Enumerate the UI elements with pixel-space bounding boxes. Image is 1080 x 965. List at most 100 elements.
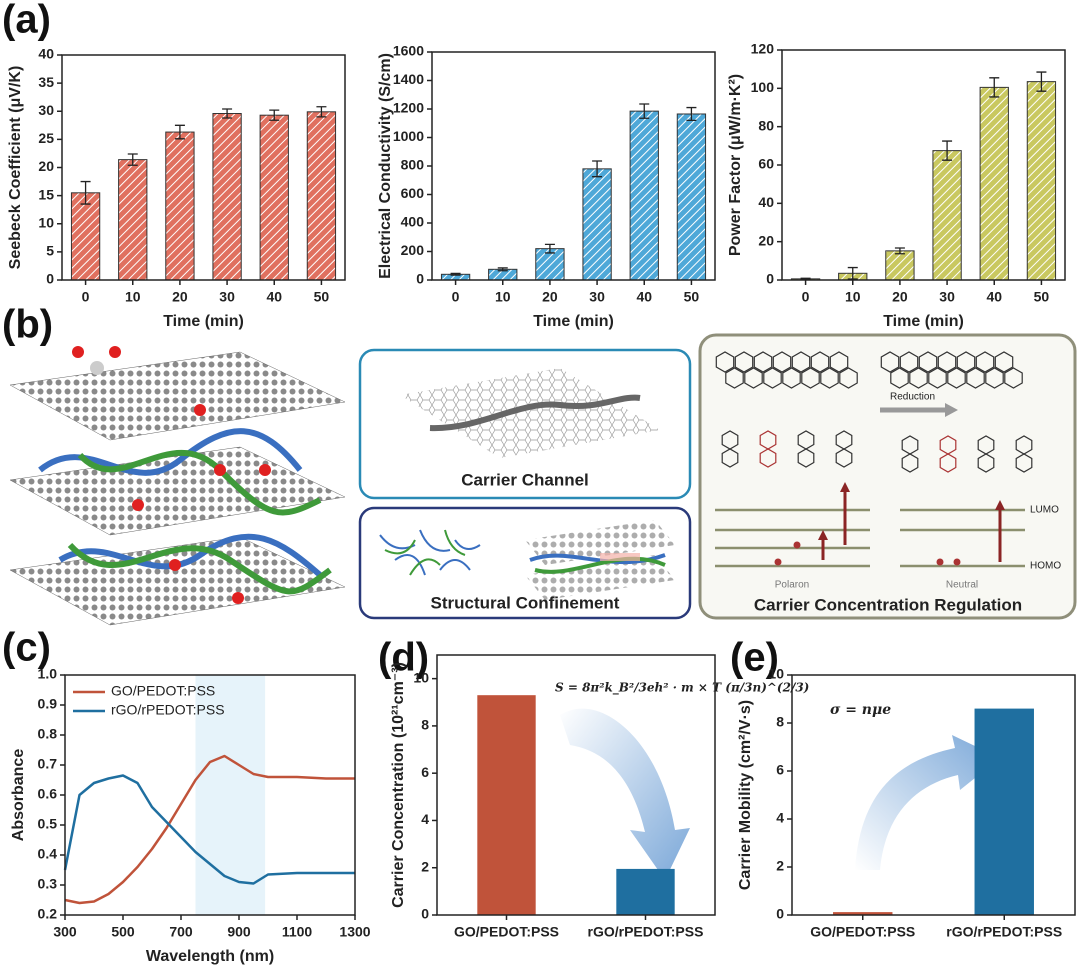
panel-label: (c) (2, 626, 51, 670)
bar (833, 912, 893, 915)
x-tick-label: 30 (219, 289, 235, 305)
bar (118, 159, 148, 281)
x-tick-label: rGO/rPEDOT:PSS (588, 924, 704, 940)
y-tick-label: 0 (766, 271, 774, 287)
bar (616, 868, 675, 915)
chart: 02004006008001000120014001600Electrical … (377, 43, 716, 330)
x-tick-label: 700 (169, 924, 193, 940)
annotation: S = 8π²k_B²/3eh² · m × T (π/3n)^(2/3) (555, 681, 809, 696)
panel-label: (d) (378, 636, 429, 680)
x-tick-label: 40 (636, 289, 652, 305)
y-tick-label: 10 (413, 669, 429, 685)
y-tick-label: 4 (421, 811, 429, 827)
x-tick-label: 30 (939, 289, 955, 305)
y-tick-label: 35 (38, 74, 54, 90)
error-bar (847, 266, 858, 280)
x-tick-label: GO/PEDOT:PSS (810, 924, 915, 940)
bar (885, 250, 915, 281)
y-tick-label: 6 (776, 762, 784, 778)
y-tick-label: 400 (401, 214, 425, 230)
homo-label: HOMO (1030, 561, 1061, 572)
x-tick-label: 900 (227, 924, 251, 940)
y-tick-label: 1000 (393, 128, 424, 144)
y-axis-label: Carrier Concentration (10²¹cm⁻³) (390, 662, 407, 908)
error-bar (127, 153, 138, 166)
y-tick-label: 80 (758, 117, 774, 133)
y-axis-label: Electrical Conductivity (S/cm) (377, 53, 394, 279)
graphene-stack (9, 346, 346, 626)
y-axis-label: Power Factor (μW/m·K²) (727, 74, 744, 256)
panel-label: (a) (2, 0, 51, 42)
x-tick-label: 10 (495, 289, 511, 305)
x-tick-label: 0 (802, 289, 810, 305)
y-tick-label: 5 (46, 243, 54, 259)
plot-frame (431, 51, 716, 281)
bar (212, 113, 242, 281)
trend-arrow (855, 735, 1000, 870)
y-tick-label: 6 (421, 764, 429, 780)
bar (165, 131, 195, 281)
x-axis-label: Time (min) (163, 313, 244, 330)
y-tick-label: 600 (401, 185, 425, 201)
error-bar (1036, 71, 1047, 92)
carrier-channel-box: Carrier Channel (358, 348, 692, 500)
x-tick-label: 10 (125, 289, 141, 305)
annotation: σ = nμe (830, 702, 891, 718)
y-tick-label: 2 (776, 858, 784, 874)
chart: 0 5 10 15 20 25 30 35 40 Seebeck Coefficient (μV/… (7, 46, 346, 330)
x-tick-label: 500 (111, 924, 135, 940)
x-tick-label: 20 (892, 289, 908, 305)
y-tick-label: 8 (776, 714, 784, 730)
x-tick-label: 40 (986, 289, 1002, 305)
x-tick-label: 30 (589, 289, 605, 305)
y-tick-label: 40 (38, 46, 54, 62)
legend-label: rGO/rPEDOT:PSS (111, 702, 225, 718)
x-axis-label: Time (min) (533, 313, 614, 330)
x-tick-label: 50 (314, 289, 330, 305)
bar (974, 708, 1034, 915)
x-axis-label: Time (min) (883, 313, 964, 330)
y-tick-label: 0 (416, 271, 424, 287)
error-bar (942, 140, 953, 161)
bar (477, 695, 536, 915)
y-tick-label: 0.6 (38, 786, 58, 802)
error-bar (80, 180, 91, 205)
regulation-box: Reduction LUMO HOMO Polaron Neutral Carr… (698, 333, 1077, 620)
x-tick-label: 1300 (339, 924, 370, 940)
box-label: Structural Confinement (431, 593, 620, 612)
y-tick-label: 20 (38, 158, 54, 174)
highlight-band (195, 675, 266, 915)
lumo-label: LUMO (1030, 505, 1059, 516)
bar (259, 114, 289, 281)
y-tick-label: 1200 (393, 100, 424, 116)
bar (1026, 81, 1057, 281)
error-bar (686, 106, 697, 122)
chart: 0 2 4 6 8 10 Carrier Concentration (10²¹cm⁻³) G… (390, 654, 809, 940)
y-tick-label: 10 (768, 666, 784, 682)
chart: 0.2 0.3 0.4 0.5 0.6 0.7 0.8 0.9 1.0 Absorbance Wav… (10, 666, 371, 965)
state-label: Neutral (946, 580, 978, 591)
x-tick-label: 50 (1034, 289, 1050, 305)
bar (932, 150, 962, 281)
y-tick-label: 100 (751, 79, 775, 95)
error-bar (639, 103, 650, 119)
y-tick-label: 0.3 (38, 876, 58, 892)
y-tick-label: 4 (776, 810, 784, 826)
y-tick-label: 200 (401, 242, 425, 258)
y-tick-label: 0.5 (38, 816, 58, 832)
panel-label: (e) (730, 636, 779, 680)
error-bar (592, 160, 603, 178)
x-tick-label: 0 (452, 289, 460, 305)
y-tick-label: 120 (751, 41, 775, 57)
x-tick-label: 40 (266, 289, 282, 305)
y-tick-label: 1.0 (38, 666, 58, 682)
bar (582, 168, 612, 281)
y-tick-label: 25 (38, 130, 54, 146)
x-tick-label: 10 (845, 289, 861, 305)
y-tick-label: 0 (776, 906, 784, 922)
x-tick-label: rGO/rPEDOT:PSS (946, 924, 1062, 940)
bar (70, 192, 101, 281)
y-tick-label: 40 (758, 194, 774, 210)
y-tick-label: 2 (421, 858, 429, 874)
